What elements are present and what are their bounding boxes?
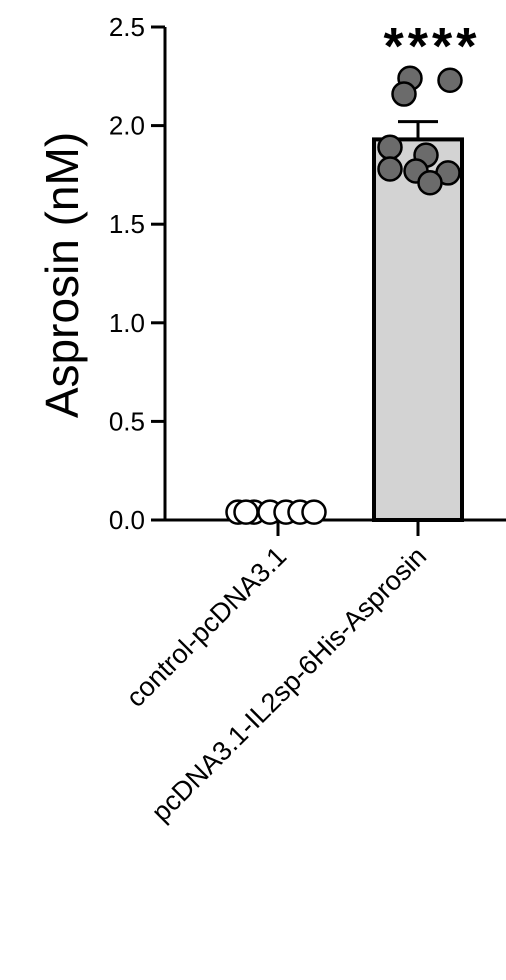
y-tick-label: 2.5 — [109, 12, 145, 42]
y-axis-title: Asprosin (nM) — [36, 132, 88, 418]
y-axis: 0.0 0.5 1.0 1.5 2.0 2.5 — [109, 12, 167, 535]
data-point — [417, 170, 443, 196]
data-point — [301, 499, 327, 525]
category-labels: control-pcDNA3.1pcDNA3.1-IL2sp-6His-Aspr… — [120, 541, 432, 827]
data-point — [377, 134, 403, 161]
bar — [372, 137, 464, 523]
significance-label: **** — [384, 18, 481, 76]
data-point — [377, 156, 403, 182]
y-tick-label: 0.5 — [109, 406, 145, 436]
error-bars — [398, 120, 438, 140]
data-points — [225, 65, 463, 525]
y-tick-label: 1.0 — [109, 308, 145, 338]
data-point — [391, 81, 417, 107]
data-point — [437, 67, 463, 93]
x-axis — [165, 518, 506, 536]
y-tick-label: 1.5 — [109, 209, 145, 239]
category-label: pcDNA3.1-IL2sp-6His-Asprosin — [146, 541, 432, 827]
bars — [372, 137, 464, 523]
y-tick-label: 0.0 — [109, 505, 145, 535]
significance-labels: **** — [384, 18, 481, 76]
data-point — [233, 499, 259, 525]
y-tick-label: 2.0 — [109, 111, 145, 141]
